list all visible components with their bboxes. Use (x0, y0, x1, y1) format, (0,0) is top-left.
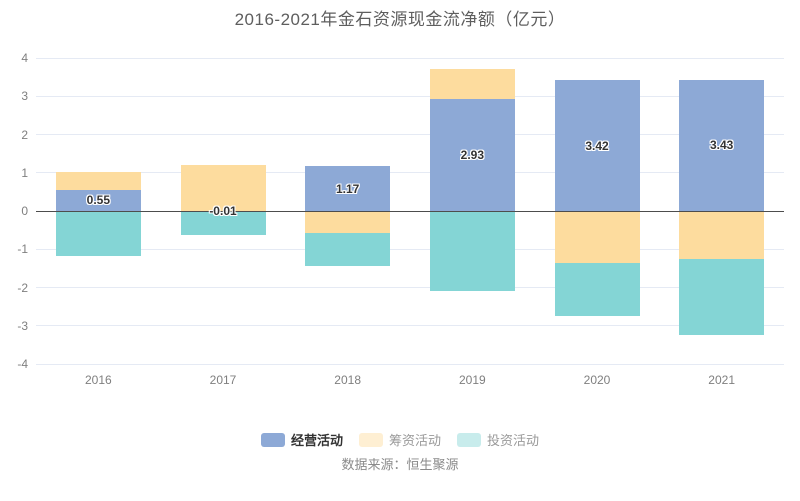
bar-segment-经营活动-2020[interactable] (554, 80, 640, 211)
bar-segment-经营活动-2018[interactable] (305, 166, 391, 211)
gridline-1 (36, 172, 784, 174)
zero-axis-line (36, 210, 784, 212)
bar-segment-筹资活动-2021[interactable] (679, 211, 765, 260)
bar-segment-经营活动-2019[interactable] (429, 98, 515, 211)
bar-value-label-2019: 2.93 (460, 147, 484, 162)
bar-segment-投资活动-2019[interactable] (429, 211, 515, 292)
bar-segment-筹资活动-2017[interactable] (180, 165, 266, 211)
legend-item-label: 投资活动 (487, 433, 540, 448)
legend-item-筹资活动[interactable]: 筹资活动 (358, 430, 441, 449)
y-axis-label-3: 3 (21, 89, 28, 104)
bar-segment-投资活动-2021[interactable] (679, 259, 765, 335)
x-axis-label-2021: 2021 (708, 373, 735, 387)
bar-value-label-2018: 1.17 (335, 181, 360, 196)
y-axis-label-4: 4 (21, 51, 28, 65)
bar-value-label-2016: 0.55 (86, 193, 110, 208)
bar-segment-投资活动-2018[interactable] (305, 233, 391, 267)
y-axis-label-2: 2 (21, 127, 28, 142)
bar-segment-筹资活动-2018[interactable] (305, 211, 391, 234)
y-axis-label--4: -4 (17, 357, 28, 371)
gridline--3 (36, 325, 784, 327)
x-axis-label-2020: 2020 (583, 373, 611, 387)
legend-item-投资活动[interactable]: 投资活动 (457, 430, 539, 449)
gridline--2 (36, 287, 784, 288)
y-axis-label-0: 0 (21, 204, 28, 218)
chart-title: 2016-2021年金石资源现金流净额（亿元） (234, 10, 566, 29)
bar-value-label-2017: -0.01 (209, 204, 237, 219)
legend-swatch-icon (358, 432, 383, 447)
bar-segment-投资活动-2017[interactable] (180, 211, 266, 236)
bar-segment-投资活动-2016[interactable] (55, 211, 141, 257)
legend-item-label: 筹资活动 (388, 433, 441, 448)
gridline-2 (36, 134, 784, 135)
bar-segment-筹资活动-2020[interactable] (554, 211, 640, 263)
bar-value-label-2020: 3.42 (585, 138, 609, 153)
x-axis-label-2017: 2017 (209, 373, 237, 387)
x-axis-label-2019: 2019 (458, 373, 486, 387)
legend-swatch-icon (260, 432, 285, 447)
gridline-4 (36, 57, 784, 59)
bar-segment-经营活动-2021[interactable] (679, 79, 765, 211)
legend-item-经营活动[interactable]: 经营活动 (260, 430, 343, 449)
bar-segment-筹资活动-2016[interactable] (55, 171, 141, 190)
gridline-3 (36, 95, 784, 97)
bar-value-label-2021: 3.43 (709, 138, 734, 153)
legend-swatch-icon (457, 432, 481, 447)
y-axis-label--2: -2 (17, 280, 28, 295)
y-axis-label--1: -1 (17, 242, 28, 257)
legend-item-label: 经营活动 (290, 433, 343, 448)
bar-segment-筹资活动-2019[interactable] (429, 69, 515, 99)
legend: 经营活动 筹资活动 投资活动 (0, 430, 800, 449)
gridline--4 (36, 363, 784, 365)
y-axis-label--3: -3 (17, 318, 28, 333)
y-axis-label-1: 1 (21, 165, 28, 180)
bar-segment-经营活动-2016[interactable] (55, 189, 141, 211)
data-source: 数据来源：恒生聚源 (341, 457, 459, 472)
gridline--1 (36, 248, 784, 250)
x-axis-label-2018: 2018 (334, 373, 361, 387)
bar-segment-投资活动-2020[interactable] (554, 262, 640, 317)
x-axis-label-2016: 2016 (84, 373, 112, 387)
